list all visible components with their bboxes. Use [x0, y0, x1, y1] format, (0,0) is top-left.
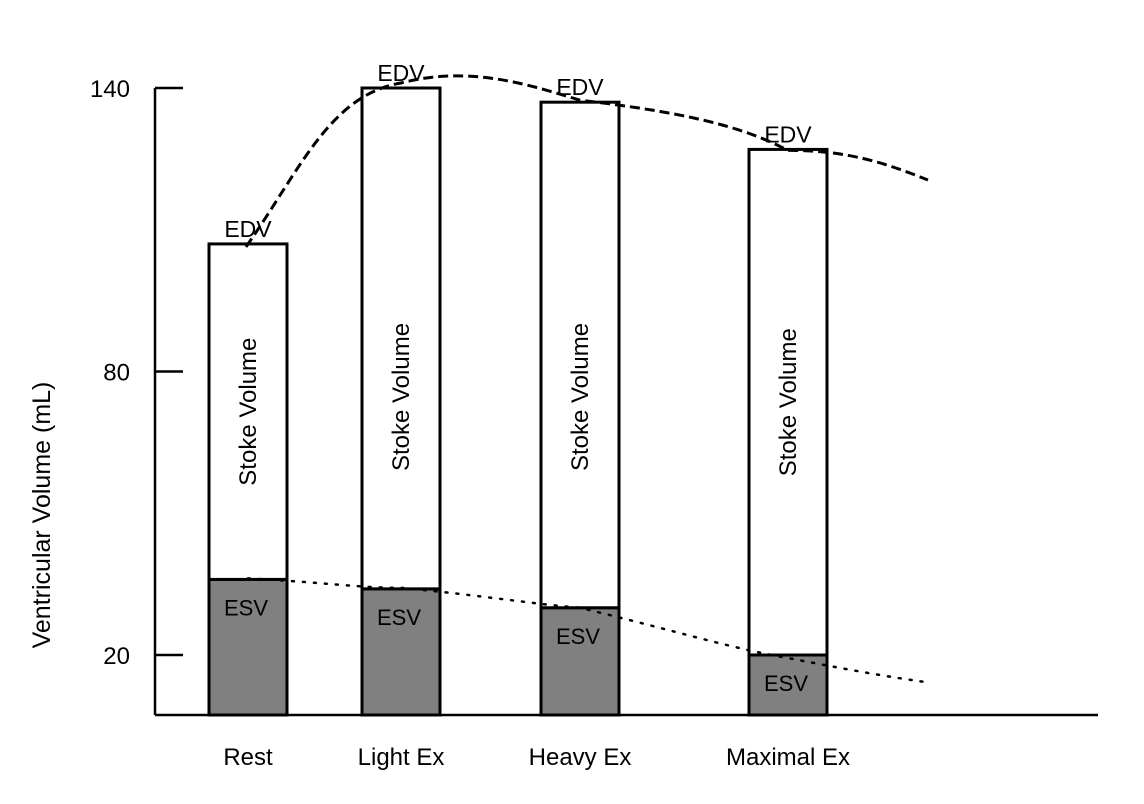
category-label-rest: Rest	[223, 744, 273, 771]
stroke-volume-bar-light-ex	[360, 86, 442, 591]
stroke-volume-bar-maximal-ex	[747, 147, 829, 657]
edv-label-rest: EDV	[224, 216, 272, 242]
y-axis-label: Ventricular Volume (mL)	[28, 382, 56, 649]
esv-bar-light-ex	[360, 587, 442, 717]
esv-bar-rest	[207, 577, 289, 717]
axes: 20 80 140	[90, 76, 1098, 717]
category-label-light-ex: Light Ex	[358, 744, 445, 771]
stroke-volume-label-light-ex: Stoke Volume	[388, 323, 415, 471]
stroke-volume-label-heavy-ex: Stoke Volume	[567, 323, 594, 471]
trend-lines	[244, 74, 929, 684]
edv-label-heavy-ex: EDV	[556, 74, 604, 100]
stroke-volume-label-rest: Stoke Volume	[235, 338, 262, 486]
bars	[207, 86, 829, 717]
edv-label-light-ex: EDV	[377, 60, 425, 86]
edv-label-maximal-ex: EDV	[764, 121, 812, 147]
esv-label-heavy-ex: ESV	[556, 624, 600, 649]
stroke-volume-bar-heavy-ex	[539, 100, 621, 610]
esv-bar-heavy-ex	[539, 606, 621, 717]
y-tick-label-140: 140	[90, 76, 130, 103]
y-tick-label-20: 20	[103, 643, 130, 670]
esv-bar-maximal-ex	[747, 653, 829, 717]
esv-label-rest: ESV	[224, 595, 268, 620]
stroke-volume-label-maximal-ex: Stoke Volume	[775, 328, 802, 476]
category-label-heavy-ex: Heavy Ex	[529, 744, 632, 771]
y-tick-label-80: 80	[103, 360, 130, 387]
category-label-maximal-ex: Maximal Ex	[726, 744, 850, 771]
esv-label-light-ex: ESV	[377, 605, 421, 630]
esv-label-maximal-ex: ESV	[764, 671, 808, 696]
edv-trend-line	[244, 74, 929, 248]
labels: EDV ESV Stoke Volume Rest EDV ESV Stoke Volume…	[223, 60, 850, 771]
stroke-volume-bar-rest	[207, 242, 289, 581]
